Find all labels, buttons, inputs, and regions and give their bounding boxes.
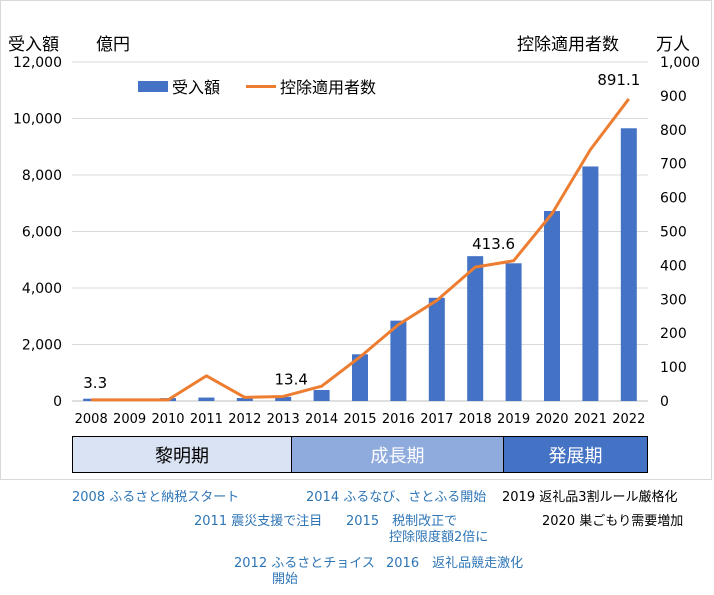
- bar-2019: [505, 263, 522, 401]
- x-tick-label: 2018: [459, 412, 492, 427]
- data-label: 891.1: [597, 71, 640, 89]
- phase-growth: 成長期: [292, 437, 504, 472]
- bar-2014: [313, 390, 330, 401]
- bar-2021: [582, 166, 599, 401]
- y-left-tick-label: 4,000: [22, 281, 62, 297]
- note-2015-line2: 控除限度額2倍に: [389, 530, 489, 545]
- chart-frame: [0, 0, 712, 480]
- x-tick-label: 2016: [382, 412, 415, 427]
- y-left-tick-label: 8,000: [22, 168, 62, 184]
- y-right-tick-label: 800: [660, 123, 687, 139]
- legend-line-label: 控除適用者数: [280, 78, 377, 97]
- note-2012-line2: 開始: [272, 572, 299, 587]
- x-tick-label: 2008: [75, 412, 108, 427]
- y-right-tick-label: 100: [660, 360, 687, 376]
- data-label: 413.6: [472, 235, 515, 253]
- x-tick-label: 2020: [535, 412, 568, 427]
- note-2019: 2019 返礼品3割ルール厳格化: [502, 490, 678, 505]
- y-right-tick-label: 0: [660, 394, 669, 410]
- x-tick-label: 2014: [305, 412, 338, 427]
- x-tick-label: 2022: [612, 412, 645, 427]
- legend-line-swatch: [246, 84, 277, 88]
- left-axis-unit: 億円: [96, 35, 130, 55]
- data-label: 3.3: [83, 374, 107, 392]
- right-axis-unit: 万人: [656, 35, 690, 55]
- note-2015-line1: 2015 税制改正で: [346, 514, 458, 529]
- x-tick-label: 2019: [497, 412, 530, 427]
- note-2008: 2008 ふるさと納税スタート: [72, 490, 240, 505]
- chart-plot: 0 2,000 4,000 6,000 8,000 10,000 12,000 0 100 200…: [13, 55, 700, 427]
- x-tick-label: 2012: [228, 412, 261, 427]
- y-left-tick-label: 10,000: [13, 112, 62, 128]
- x-tick-label: 2013: [267, 412, 300, 427]
- bar-2016: [390, 320, 407, 401]
- left-axis-title: 受入額: [8, 35, 59, 55]
- y-right-tick-label: 600: [660, 191, 687, 207]
- legend-bar-label: 受入額: [172, 78, 221, 97]
- y-right-tick-label: 700: [660, 157, 687, 173]
- y-left-tick-label: 6,000: [22, 225, 62, 241]
- note-2020: 2020 巣ごもり需要増加: [542, 514, 684, 529]
- x-tick-label: 2017: [420, 412, 453, 427]
- x-tick-label: 2021: [574, 412, 607, 427]
- phase-band: 黎明期 成長期 発展期: [72, 436, 648, 473]
- x-tick-label: 2009: [113, 412, 146, 427]
- note-2011: 2011 震災支援で注目: [194, 514, 323, 529]
- y-right-tick-label: 300: [660, 292, 687, 308]
- note-2014: 2014 ふるなび、さとふる開始: [306, 490, 487, 505]
- y-right-tick-label: 500: [660, 225, 687, 241]
- phase-dawn: 黎明期: [73, 437, 292, 472]
- x-tick-label: 2010: [151, 412, 184, 427]
- legend-bar-swatch: [138, 80, 168, 92]
- right-axis-title: 控除適用者数: [517, 35, 619, 55]
- note-2016: 2016 返礼品競走激化: [386, 556, 524, 571]
- y-left-tick-label: 0: [53, 394, 62, 410]
- phase-development: 発展期: [504, 437, 647, 472]
- y-right-tick-label: 1,000: [660, 55, 700, 71]
- y-right-tick-label: 200: [660, 326, 687, 342]
- line-series-applicants: [91, 98, 630, 402]
- x-tick-label: 2011: [190, 412, 223, 427]
- bar-2011: [198, 397, 215, 401]
- note-2012-line1: 2012 ふるさとチョイス: [234, 556, 375, 571]
- legend: 受入額 控除適用者数: [138, 74, 376, 98]
- y-right-tick-label: 400: [660, 258, 687, 274]
- bar-2017: [428, 297, 445, 401]
- bar-2012: [236, 398, 253, 401]
- y-left-tick-label: 2,000: [22, 338, 62, 354]
- bar-2015: [352, 354, 368, 401]
- y-right-tick-label: 900: [660, 89, 687, 105]
- bar-2020: [544, 211, 560, 401]
- data-label: 13.4: [274, 370, 307, 388]
- bar-2022: [620, 128, 637, 401]
- x-tick-label: 2015: [343, 412, 376, 427]
- bar-2013: [275, 396, 292, 401]
- bar-2018: [467, 256, 484, 401]
- y-left-tick-label: 12,000: [13, 55, 62, 71]
